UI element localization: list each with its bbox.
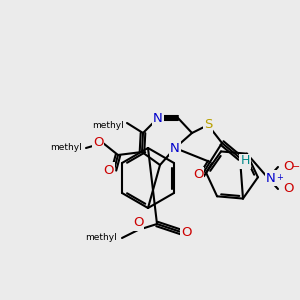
Text: −: − [292, 162, 300, 172]
Text: N: N [266, 172, 276, 184]
Text: O: O [104, 164, 114, 176]
Text: O: O [133, 217, 143, 230]
Text: O: O [181, 226, 191, 238]
Text: methyl: methyl [85, 233, 117, 242]
Text: O: O [93, 136, 103, 149]
Text: O: O [133, 217, 143, 230]
Text: O: O [193, 169, 203, 182]
Text: H: H [240, 154, 250, 167]
Text: N: N [153, 112, 163, 124]
Text: S: S [204, 118, 212, 131]
Text: O: O [283, 182, 293, 196]
Text: methyl: methyl [50, 143, 82, 152]
Text: +: + [276, 173, 283, 182]
Text: methyl: methyl [92, 121, 124, 130]
Text: O: O [283, 160, 293, 173]
Text: O: O [181, 226, 191, 238]
Text: N: N [170, 142, 180, 154]
Text: methyl: methyl [85, 233, 117, 242]
